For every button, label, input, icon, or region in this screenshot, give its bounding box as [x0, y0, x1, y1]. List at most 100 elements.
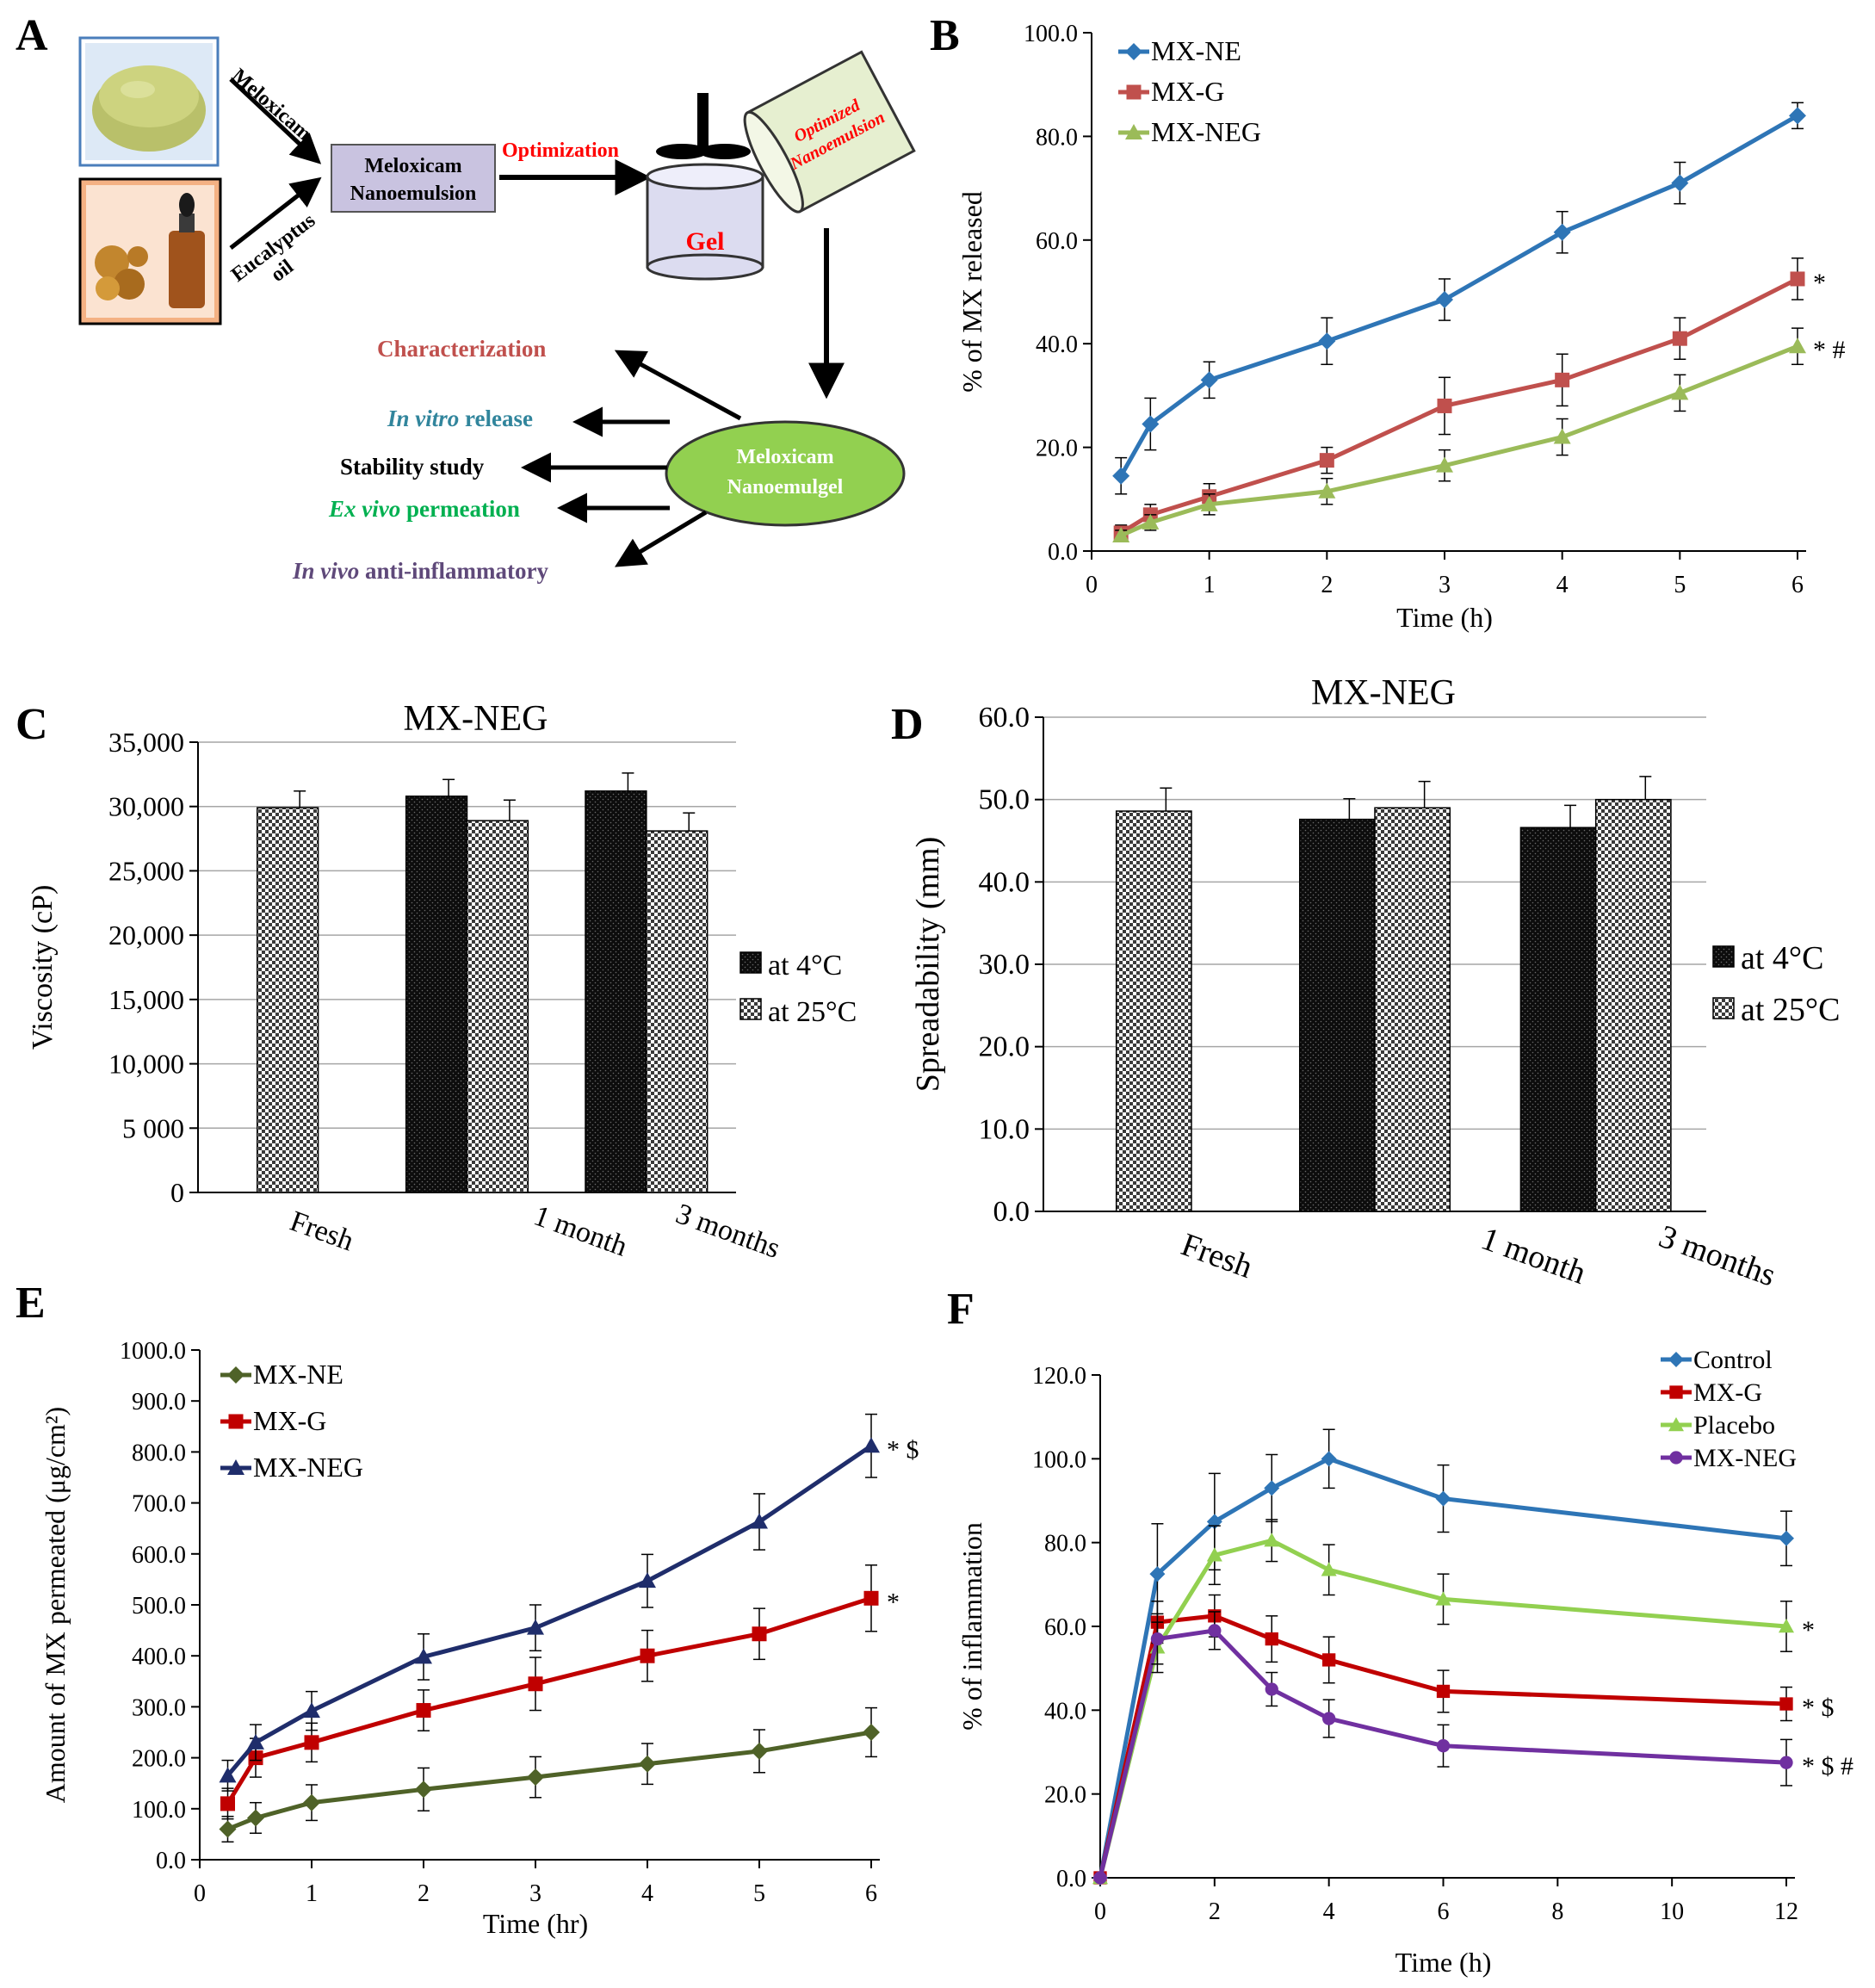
legend-marker: [1125, 124, 1142, 139]
data-point: [751, 1742, 768, 1760]
legend-entry: MX-NE: [1118, 35, 1241, 66]
y-tick-label: 400.0: [132, 1644, 186, 1670]
legend-entry: at 25°C: [739, 996, 857, 1028]
legend-entry: MX-G: [220, 1405, 326, 1436]
chart-title: MX-NEG: [1311, 673, 1456, 713]
data-point: [1265, 1632, 1278, 1646]
y-tick-label: 100.0: [1024, 21, 1078, 47]
y-tick-label: 5 000: [122, 1112, 184, 1143]
x-tick-label: 12: [1774, 1898, 1798, 1925]
legend-entry: MX-NE: [220, 1359, 343, 1390]
data-point: [1436, 291, 1453, 309]
y-tick-label: 100.0: [1032, 1446, 1086, 1473]
x-tick-label: 6: [865, 1880, 877, 1907]
legend-marker: [1126, 84, 1142, 100]
x-tick-label: 4: [1323, 1898, 1335, 1925]
panel-letter-f: F: [947, 1285, 975, 1334]
y-tick-label: 60.0: [1036, 228, 1078, 255]
optimization-label: Optimization: [502, 139, 619, 162]
legend-entry: at 4°C: [1712, 940, 1823, 976]
legend-swatch: [739, 998, 762, 1020]
y-tick-label: 20,000: [108, 920, 184, 951]
legend-label: at 4°C: [768, 950, 842, 982]
data-point: [1435, 1591, 1451, 1606]
panel-letter-a: A: [15, 11, 48, 60]
data-point: [1208, 1624, 1222, 1638]
y-tick-label: 1000.0: [120, 1338, 186, 1365]
chart-d: 0.0 10.0 20.0 30.0 40.0 50.0 60.0 MX-NEG Spreada…: [910, 673, 1840, 1293]
data-point: [1318, 332, 1336, 350]
bar-1-month-at4c: [405, 796, 468, 1193]
data-point: [1200, 495, 1218, 511]
nanoemulgel-label-2: Nanoemulgel: [727, 476, 844, 499]
data-point: [1319, 453, 1334, 468]
panel-letter-b: B: [930, 11, 960, 60]
data-point: [416, 1703, 431, 1719]
x-tick-label: 6: [1438, 1898, 1450, 1925]
y-tick-label: 10.0: [979, 1113, 1030, 1145]
legend-label: MX-NE: [253, 1359, 343, 1390]
invitro-label: In vitro release: [387, 406, 533, 431]
y-tick-label: 30,000: [108, 791, 184, 822]
data-point: [1435, 1490, 1451, 1507]
y-axis-label: Spreadability (mm): [910, 837, 946, 1093]
legend-label: Control: [1693, 1346, 1773, 1374]
data-point: [219, 1767, 237, 1783]
legend-label: at 25°C: [1741, 992, 1840, 1028]
chart-c: 0 5 000 10,000 15,000 20,000 25,000 30,000 35,0…: [27, 699, 857, 1265]
series-mx-g: * $: [1093, 1594, 1835, 1885]
chart-title: MX-NEG: [404, 699, 548, 739]
legend-label: MX-NEG: [253, 1452, 363, 1483]
y-tick-label: 0.0: [1048, 539, 1078, 566]
x-tick-label: 2: [1209, 1898, 1221, 1925]
legend-label: at 4°C: [1741, 940, 1823, 976]
x-tick-label: 3: [529, 1880, 541, 1907]
y-tick-label: 80.0: [1044, 1531, 1086, 1558]
y-tick-label: 40.0: [979, 866, 1030, 898]
category-label: Fresh: [286, 1205, 358, 1258]
legend-entry: at 4°C: [739, 950, 842, 982]
y-tick-label: 15,000: [108, 984, 184, 1015]
data-point: [1322, 1712, 1336, 1725]
y-tick-label: 10,000: [108, 1049, 184, 1080]
data-point: [752, 1626, 767, 1642]
series-line: [226, 1444, 873, 1777]
category-label: 3 months: [671, 1198, 784, 1265]
data-point: [1142, 513, 1160, 530]
legend-entry: MX-NEG: [1661, 1444, 1797, 1472]
legend-entry: MX-G: [1118, 76, 1224, 107]
panel-letter-e: E: [15, 1279, 46, 1328]
data-point: [1553, 428, 1571, 444]
x-tick-label: 2: [1321, 572, 1333, 598]
data-point: [1789, 107, 1806, 125]
series-mx-g: *: [1113, 257, 1826, 542]
legend-label: Placebo: [1693, 1411, 1775, 1440]
y-tick-label: 600.0: [132, 1542, 186, 1569]
panel-a: A Meloxicam Eucalyptus oil: [15, 11, 916, 584]
legend-label: MX-G: [253, 1405, 326, 1436]
series-line: [1118, 114, 1799, 477]
bar-3-months-at4c: [585, 790, 647, 1193]
series-mx-neg: * #: [1112, 327, 1846, 542]
data-point: [863, 1437, 880, 1453]
data-point: [247, 1809, 264, 1827]
data-point: [1671, 384, 1689, 400]
data-point: [527, 1619, 544, 1635]
data-point: [527, 1768, 544, 1787]
data-point: [863, 1590, 879, 1606]
y-tick-label: 20.0: [1036, 436, 1078, 462]
data-point: [1779, 1530, 1794, 1546]
y-tick-label: 40.0: [1044, 1698, 1086, 1725]
nanoemulgel-label-1: Meloxicam: [736, 446, 833, 468]
chart-b: 0.0 20.0 40.0 60.0 80.0 100.0 0 1 2 3 4 5 6 Time (h)%…: [956, 21, 1846, 633]
data-point: [751, 1513, 768, 1529]
x-tick-label: 1: [306, 1880, 318, 1907]
bar-1-month-at25c: [466, 820, 529, 1193]
data-point: [1264, 1533, 1280, 1547]
data-point: [863, 1724, 880, 1741]
legend-label: MX-G: [1151, 76, 1224, 107]
y-tick-label: 500.0: [132, 1593, 186, 1620]
legend-entry: MX-NEG: [1118, 116, 1261, 147]
series-mx-ne: [1112, 102, 1806, 495]
significance-annotation: *: [887, 1588, 900, 1616]
